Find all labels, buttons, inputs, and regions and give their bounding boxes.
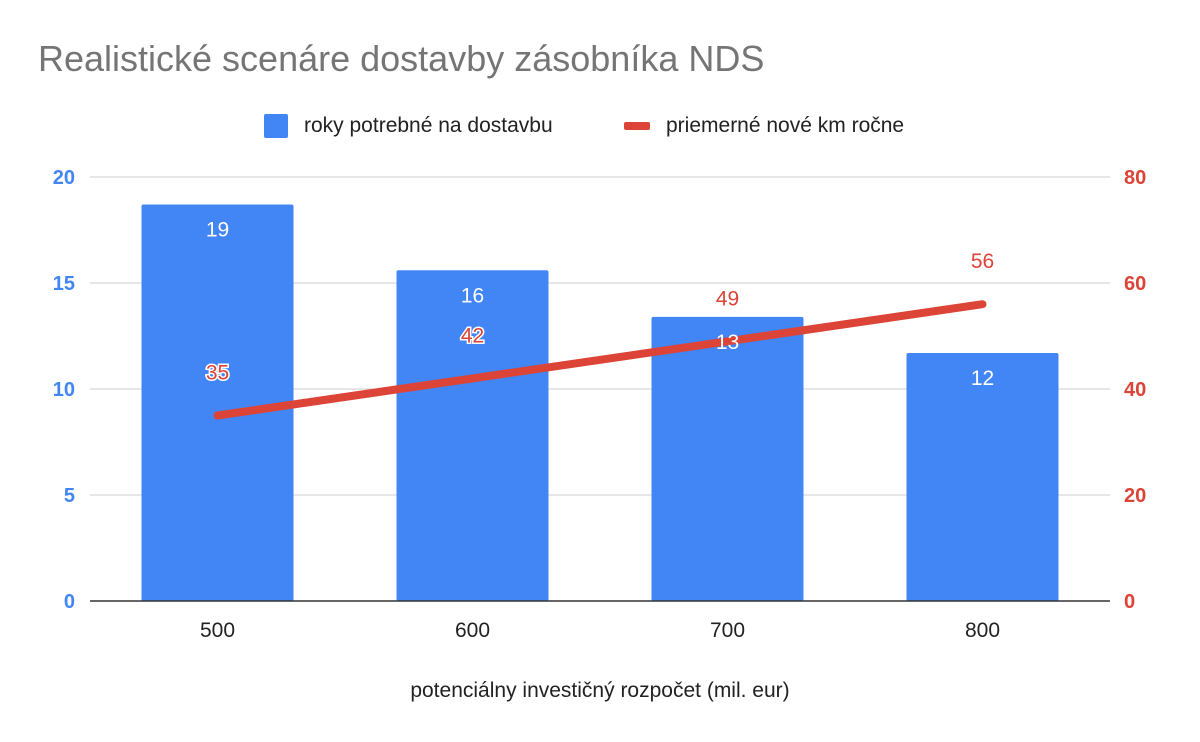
line-data-label: 56 [971,250,994,273]
y-left-tick-label: 5 [64,485,75,507]
y-right-tick-label: 80 [1124,167,1146,189]
y-left-tick-label: 15 [53,273,75,295]
x-tick-label: 500 [200,619,235,642]
bar-data-label: 19 [206,219,229,242]
x-tick-label: 700 [710,619,745,642]
bar [396,270,549,601]
legend-bar-swatch-icon [264,114,288,138]
line-data-label: 49 [716,287,739,310]
bar-data-label: 13 [716,331,739,354]
bar-data-label: 12 [971,367,994,390]
x-tick-label: 800 [965,619,1000,642]
y-left-tick-label: 10 [53,379,75,401]
line-series [213,300,987,420]
bar [651,316,804,601]
y-left-tick-label: 0 [64,591,75,613]
y-right-tick-label: 0 [1124,591,1135,613]
line-data-label: 35 [206,362,229,385]
y-right-tick-label: 60 [1124,273,1146,295]
chart-title: Realistické scenáre dostavby zásobníka N… [38,38,765,79]
y-right-tick-label: 20 [1124,485,1146,507]
bar [141,204,294,601]
legend-item-line[interactable]: priemerné nové km ročne [624,111,904,141]
y-right-tick-label: 40 [1124,379,1146,401]
x-tick-label: 600 [455,619,490,642]
y-left-tick-label: 20 [53,167,75,189]
legend-item-bars[interactable]: roky potrebné na dostavbu [264,111,553,141]
legend: roky potrebné na dostavbu priemerné nové… [0,111,1200,141]
bar [906,352,1059,601]
legend-label-bars: roky potrebné na dostavbu [304,114,553,137]
bar-data-label: 16 [461,284,484,307]
legend-label-line: priemerné nové km ročne [666,114,905,137]
line-data-label: 42 [461,324,484,347]
x-axis-title: potenciálny investičný rozpočet (mil. eu… [410,679,790,702]
legend-line-swatch-icon [624,122,650,130]
